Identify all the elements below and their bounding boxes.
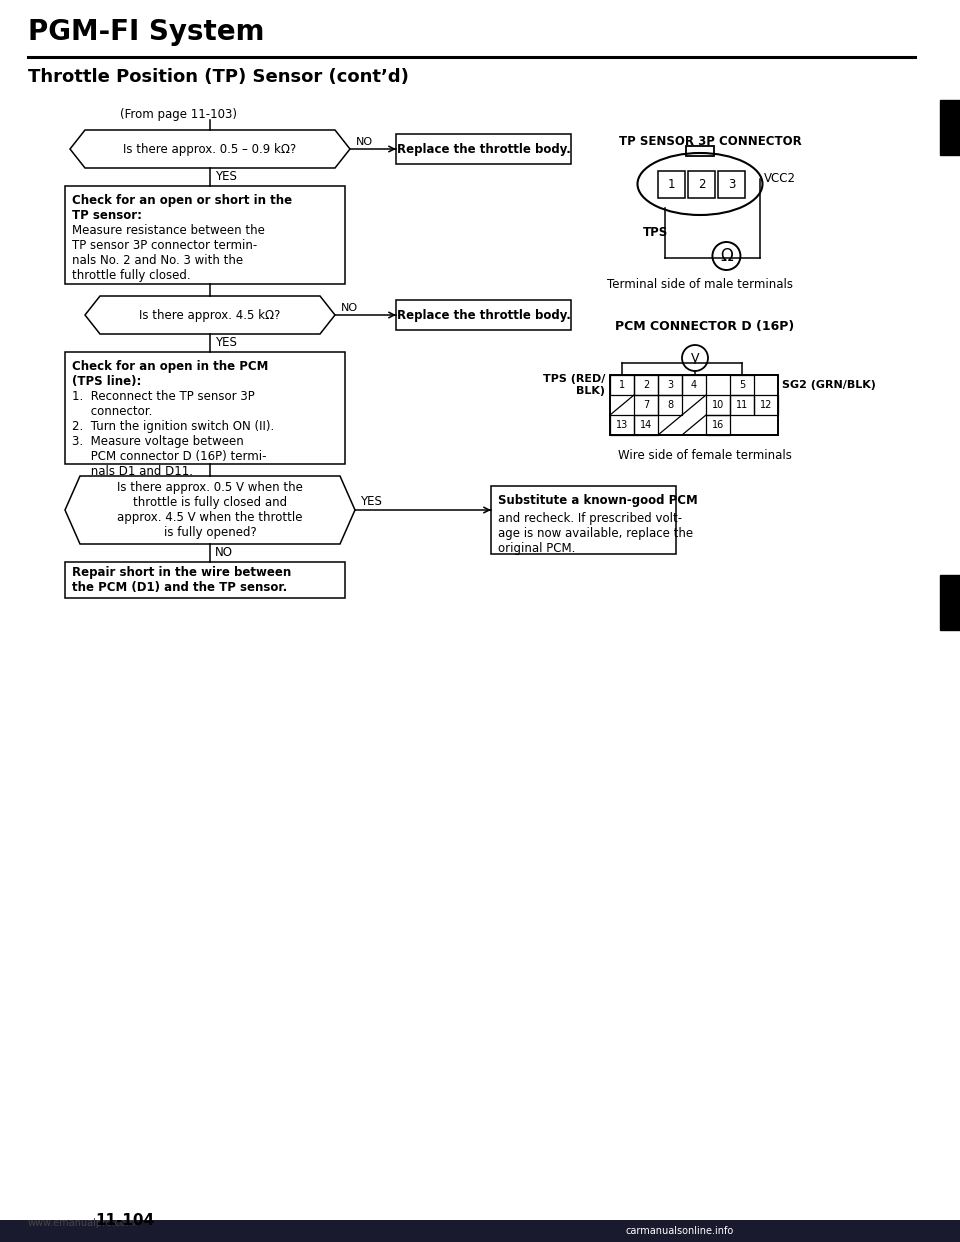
Text: Measure resistance between the
TP sensor 3P connector termin-
nals No. 2 and No.: Measure resistance between the TP sensor… [72, 224, 265, 282]
Text: Throttle Position (TP) Sensor (cont’d): Throttle Position (TP) Sensor (cont’d) [28, 68, 409, 86]
Text: NO: NO [356, 137, 373, 147]
Text: Substitute a known-good PCM: Substitute a known-good PCM [498, 494, 698, 507]
Text: V: V [691, 351, 699, 364]
Text: www.emanualpro.com: www.emanualpro.com [28, 1218, 136, 1228]
Text: Ω: Ω [720, 247, 732, 265]
Text: 2: 2 [698, 178, 706, 190]
Text: Terminal side of male terminals: Terminal side of male terminals [607, 278, 793, 291]
Text: Replace the throttle body.: Replace the throttle body. [396, 143, 570, 155]
Text: VCC2: VCC2 [763, 173, 796, 185]
Text: YES: YES [215, 170, 237, 183]
Text: NO: NO [341, 303, 358, 313]
Text: 1.  Reconnect the TP sensor 3P
     connector.
2.  Turn the ignition switch ON (: 1. Reconnect the TP sensor 3P connector.… [72, 390, 275, 478]
Text: 1: 1 [668, 178, 675, 190]
Text: 10: 10 [712, 400, 724, 410]
Text: 1: 1 [619, 380, 625, 390]
Text: TP SENSOR 3P CONNECTOR: TP SENSOR 3P CONNECTOR [618, 135, 802, 148]
Text: 11: 11 [736, 400, 748, 410]
Text: 8: 8 [667, 400, 673, 410]
Text: (From page 11-103): (From page 11-103) [120, 108, 237, 120]
Text: 13: 13 [616, 420, 628, 430]
Text: NO: NO [215, 546, 233, 559]
Text: 4: 4 [691, 380, 697, 390]
Text: PCM CONNECTOR D (16P): PCM CONNECTOR D (16P) [615, 320, 795, 333]
Text: 7: 7 [643, 400, 649, 410]
Text: Replace the throttle body.: Replace the throttle body. [396, 308, 570, 322]
Text: PGM-FI System: PGM-FI System [28, 17, 265, 46]
Text: YES: YES [215, 337, 237, 349]
Text: and recheck. If prescribed volt-
age is now available, replace the
original PCM.: and recheck. If prescribed volt- age is … [498, 512, 693, 555]
Circle shape [712, 242, 740, 270]
Text: Is there approx. 0.5 – 0.9 kΩ?: Is there approx. 0.5 – 0.9 kΩ? [124, 143, 297, 155]
Text: TPS: TPS [642, 226, 668, 238]
Text: 12: 12 [759, 400, 772, 410]
Text: 3: 3 [667, 380, 673, 390]
Text: Is there approx. 4.5 kΩ?: Is there approx. 4.5 kΩ? [139, 308, 280, 322]
Text: 11-104: 11-104 [95, 1213, 155, 1228]
Text: Check for an open in the PCM
(TPS line):: Check for an open in the PCM (TPS line): [72, 360, 269, 388]
Text: 3: 3 [728, 178, 735, 190]
Text: 5: 5 [739, 380, 745, 390]
FancyBboxPatch shape [940, 101, 960, 155]
FancyBboxPatch shape [0, 1220, 960, 1242]
Text: 16: 16 [712, 420, 724, 430]
Text: TPS (RED/
BLK): TPS (RED/ BLK) [542, 374, 605, 396]
Text: Check for an open or short in the
TP sensor:: Check for an open or short in the TP sen… [72, 194, 292, 222]
FancyBboxPatch shape [940, 575, 960, 630]
Text: carmanualsonline.info: carmanualsonline.info [626, 1226, 734, 1236]
Text: SG2 (GRN/BLK): SG2 (GRN/BLK) [782, 380, 876, 390]
Text: Is there approx. 0.5 V when the
throttle is fully closed and
approx. 4.5 V when : Is there approx. 0.5 V when the throttle… [117, 481, 303, 539]
Text: YES: YES [360, 496, 382, 508]
Text: Repair short in the wire between
the PCM (D1) and the TP sensor.: Repair short in the wire between the PCM… [72, 566, 291, 594]
Text: 14: 14 [640, 420, 652, 430]
Circle shape [682, 345, 708, 371]
Text: 2: 2 [643, 380, 649, 390]
Text: Wire side of female terminals: Wire side of female terminals [618, 450, 792, 462]
